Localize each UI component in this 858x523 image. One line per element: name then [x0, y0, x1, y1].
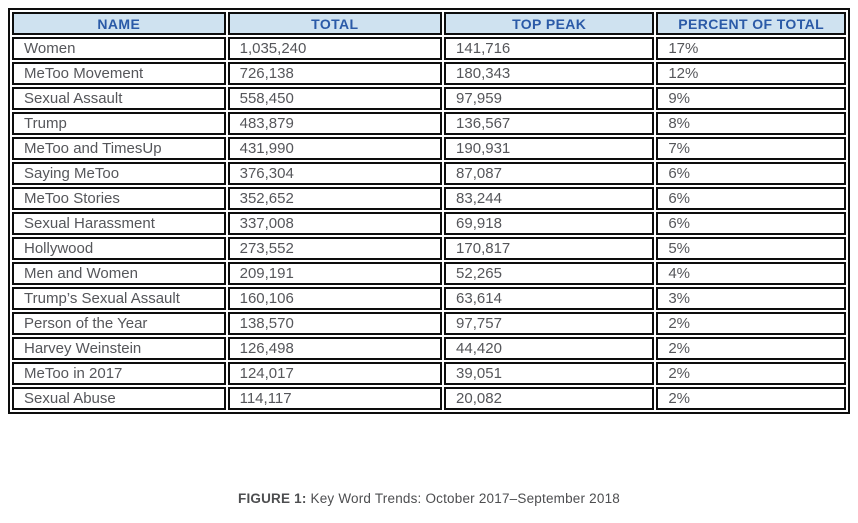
table-cell: 726,138 [227, 62, 443, 85]
table-cell: 209,191 [227, 262, 443, 285]
table-cell: 83,244 [444, 187, 655, 210]
table-cell: 63,614 [444, 287, 655, 310]
table-header-row: NAME TOTAL TOP PEAK PERCENT OF TOTAL [12, 12, 846, 35]
table-row: Saying MeToo 376,304 87,087 6% [12, 162, 846, 185]
table-cell: MeToo and TimesUp [12, 137, 226, 160]
table-cell: 273,552 [227, 237, 443, 260]
table-row: Person of the Year 138,570 97,757 2% [12, 312, 846, 335]
table-row: Sexual Abuse 114,117 20,082 2% [12, 387, 846, 410]
table-row: MeToo Stories 352,652 83,244 6% [12, 187, 846, 210]
table-cell: Trump [12, 112, 226, 135]
table-cell: Harvey Weinstein [12, 337, 226, 360]
table-cell: Men and Women [12, 262, 226, 285]
table-cell: 97,959 [444, 87, 655, 110]
table-cell: 12% [656, 62, 846, 85]
table-cell: 180,343 [444, 62, 655, 85]
column-header: NAME [12, 12, 226, 35]
table-cell: 9% [656, 87, 846, 110]
table-cell: 352,652 [227, 187, 443, 210]
table-row: Trump’s Sexual Assault 160,106 63,614 3% [12, 287, 846, 310]
table-cell: 39,051 [444, 362, 655, 385]
table-cell: Hollywood [12, 237, 226, 260]
table-cell: 2% [656, 337, 846, 360]
table-cell: 138,570 [227, 312, 443, 335]
figure-caption-text: Key Word Trends: October 2017–September … [306, 491, 620, 506]
table-cell: Sexual Harassment [12, 212, 226, 235]
column-header: TOTAL [227, 12, 443, 35]
table-cell: 2% [656, 387, 846, 410]
table-row: Sexual Assault 558,450 97,959 9% [12, 87, 846, 110]
table-row: MeToo in 2017 124,017 39,051 2% [12, 362, 846, 385]
table-cell: 190,931 [444, 137, 655, 160]
table-cell: Sexual Assault [12, 87, 226, 110]
table-cell: 87,087 [444, 162, 655, 185]
table-row: Sexual Harassment 337,008 69,918 6% [12, 212, 846, 235]
table-cell: 141,716 [444, 37, 655, 60]
table-row: Trump 483,879 136,567 8% [12, 112, 846, 135]
table-cell: 136,567 [444, 112, 655, 135]
table-cell: 376,304 [227, 162, 443, 185]
table-body: Women 1,035,240 141,716 17% MeToo Movement 72… [12, 37, 846, 410]
table-header: NAME TOTAL TOP PEAK PERCENT OF TOTAL [12, 12, 846, 35]
table-cell: 126,498 [227, 337, 443, 360]
table-cell: 483,879 [227, 112, 443, 135]
table-cell: 4% [656, 262, 846, 285]
figure-caption-label: FIGURE 1: [238, 491, 307, 506]
table-row: MeToo Movement 726,138 180,343 12% [12, 62, 846, 85]
table-cell: 17% [656, 37, 846, 60]
table-cell: 160,106 [227, 287, 443, 310]
table-cell: 69,918 [444, 212, 655, 235]
table-row: Men and Women 209,191 52,265 4% [12, 262, 846, 285]
table-cell: 52,265 [444, 262, 655, 285]
table-cell: MeToo Stories [12, 187, 226, 210]
table-row: Harvey Weinstein 126,498 44,420 2% [12, 337, 846, 360]
table-cell: 8% [656, 112, 846, 135]
table-cell: 558,450 [227, 87, 443, 110]
table-row: Hollywood 273,552 170,817 5% [12, 237, 846, 260]
table-row: Women 1,035,240 141,716 17% [12, 37, 846, 60]
table-cell: 7% [656, 137, 846, 160]
table-cell: 6% [656, 187, 846, 210]
table-cell: 5% [656, 237, 846, 260]
table-cell: 170,817 [444, 237, 655, 260]
table-cell: Women [12, 37, 226, 60]
table-cell: Saying MeToo [12, 162, 226, 185]
table-cell: 3% [656, 287, 846, 310]
table-cell: Sexual Abuse [12, 387, 226, 410]
column-header: PERCENT OF TOTAL [656, 12, 846, 35]
figure-caption: FIGURE 1: Key Word Trends: October 2017–… [0, 491, 858, 506]
table-cell: 2% [656, 362, 846, 385]
column-header: TOP PEAK [444, 12, 655, 35]
table-cell: MeToo Movement [12, 62, 226, 85]
table-cell: MeToo in 2017 [12, 362, 226, 385]
table-cell: 97,757 [444, 312, 655, 335]
table-cell: 114,117 [227, 387, 443, 410]
table-row: MeToo and TimesUp 431,990 190,931 7% [12, 137, 846, 160]
table-cell: 337,008 [227, 212, 443, 235]
table-cell: 44,420 [444, 337, 655, 360]
table-cell: 431,990 [227, 137, 443, 160]
table-cell: 6% [656, 162, 846, 185]
table-cell: Person of the Year [12, 312, 226, 335]
table-cell: 1,035,240 [227, 37, 443, 60]
keyword-trends-table: NAME TOTAL TOP PEAK PERCENT OF TOTAL Women 1… [8, 8, 850, 414]
table-cell: Trump’s Sexual Assault [12, 287, 226, 310]
table-cell: 124,017 [227, 362, 443, 385]
table-cell: 20,082 [444, 387, 655, 410]
table-cell: 2% [656, 312, 846, 335]
table-cell: 6% [656, 212, 846, 235]
